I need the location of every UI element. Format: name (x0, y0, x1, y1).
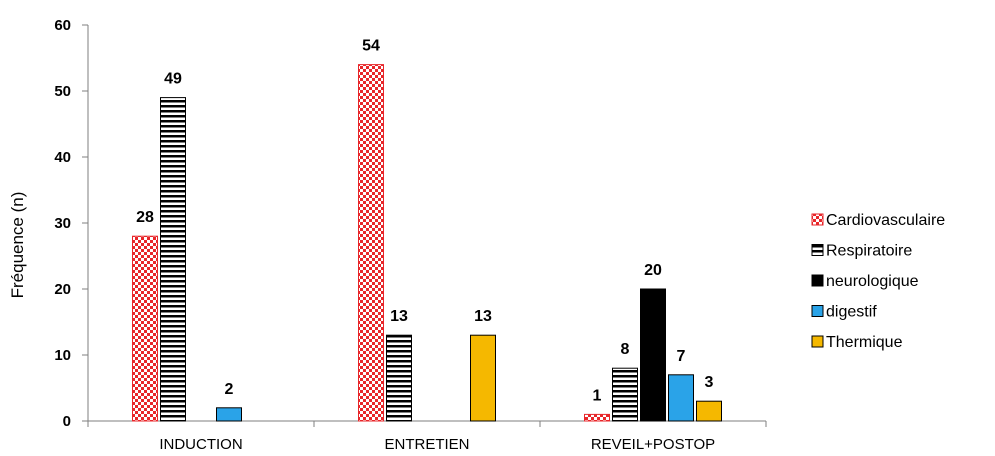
y-tick-label: 40 (54, 149, 71, 166)
bar-digestif (216, 407, 242, 422)
bar-respiratoire (386, 334, 412, 422)
data-label: 54 (362, 38, 380, 55)
legend-label: Thermique (826, 334, 903, 351)
legend-label: Respiratoire (826, 243, 912, 260)
y-tick-label: 0 (63, 413, 71, 430)
legend-item-thermique: Thermique (811, 334, 903, 351)
legend-swatch (811, 335, 824, 348)
y-tick-label: 60 (54, 17, 71, 34)
data-label: 49 (164, 71, 182, 88)
data-label: 13 (474, 308, 492, 325)
legend-label: Cardiovasculaire (826, 212, 945, 229)
x-tick-label: INDUCTION (159, 436, 242, 453)
bar-thermique (470, 334, 496, 422)
legend-swatch (811, 244, 824, 256)
plot-area: 0 10 20 30 40 50 60 INDUCTION ENTRETIEN REVEIL+PO… (54, 17, 767, 453)
legend-label: neurologique (826, 273, 919, 290)
bar-cardiovasculaire (358, 64, 384, 422)
bar-cardiovasculaire (584, 413, 610, 422)
legend-label: digestif (826, 304, 877, 321)
data-label: 28 (136, 209, 154, 226)
legend-swatch (811, 274, 824, 287)
legend-item-neurologique: neurologique (811, 273, 919, 290)
legend-swatch (811, 213, 824, 226)
legend-item-cardiovasculaire: Cardiovasculaire (811, 212, 945, 229)
data-label: 3 (705, 374, 714, 391)
bar-digestif (668, 374, 694, 422)
data-label: 2 (225, 381, 234, 398)
data-label: 20 (644, 262, 662, 279)
legend-item-digestif: digestif (811, 304, 877, 321)
y-tick-label: 30 (54, 215, 71, 232)
x-tick-label: ENTRETIEN (384, 436, 469, 453)
x-tick-label: REVEIL+POSTOP (591, 436, 715, 453)
y-tick-label: 20 (54, 281, 71, 298)
bar-respiratoire (612, 367, 638, 422)
y-tick-label: 10 (54, 347, 71, 364)
legend-swatch (811, 305, 824, 317)
data-label: 8 (621, 341, 630, 358)
bar-thermique (696, 400, 722, 422)
data-label: 1 (593, 387, 602, 404)
bar-respiratoire (160, 97, 186, 422)
data-label: 7 (677, 348, 686, 365)
legend-item-respiratoire: Respiratoire (811, 243, 912, 260)
y-tick-label: 50 (54, 83, 71, 100)
y-axis-title: Fréquence (n) (8, 192, 27, 299)
bar-cardiovasculaire (132, 235, 158, 422)
data-label: 13 (390, 308, 408, 325)
legend: Cardiovasculaire Respiratoire neurologique… (811, 212, 945, 351)
bar-neurologique (640, 288, 666, 422)
